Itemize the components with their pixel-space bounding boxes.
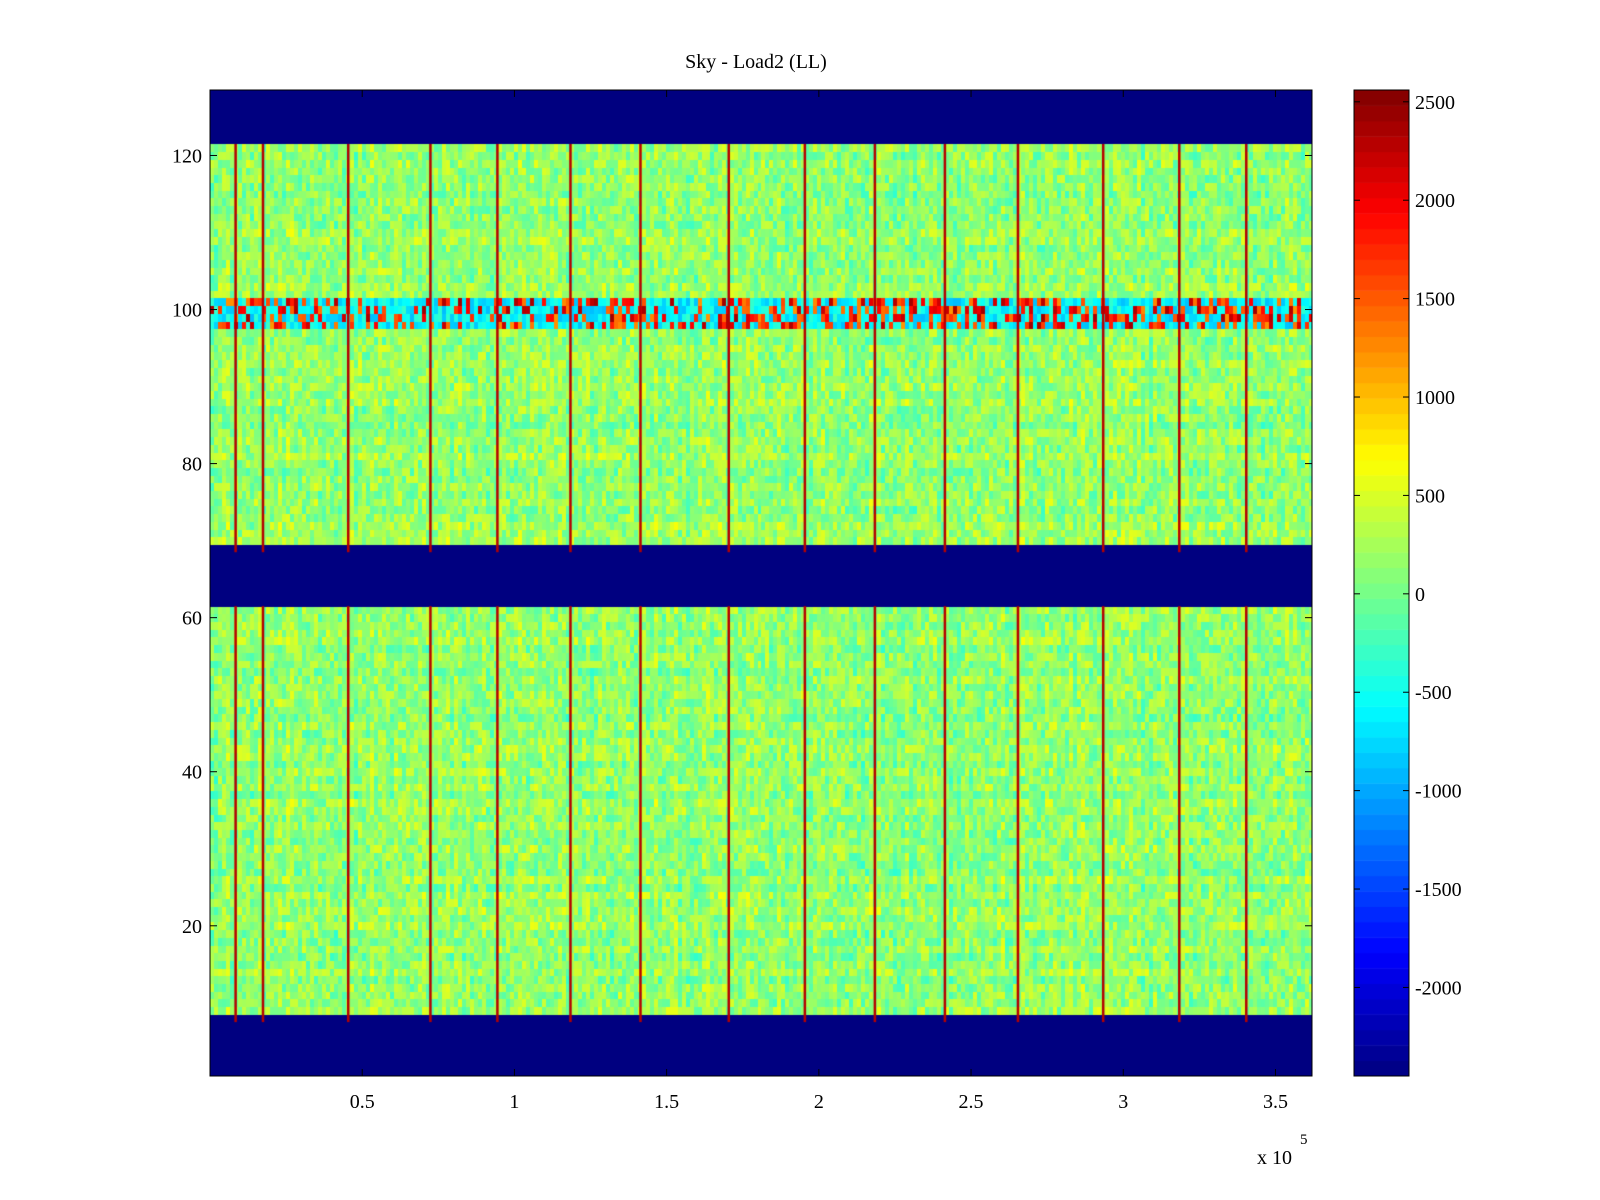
colorbar-tick-label: -1500 <box>1415 879 1462 901</box>
x-tick-label: 3 <box>1118 1091 1128 1113</box>
colorbar-tick-label: 1000 <box>1415 387 1455 409</box>
colorbar-ticks: 2500 2000 1500 1000 500 0 -500 -1000 -1500 -2000 <box>1354 92 1462 999</box>
x-tick-label: 1 <box>509 1091 519 1113</box>
y-tick-label: 20 <box>182 916 202 938</box>
y-tick-label: 40 <box>182 762 202 784</box>
x-tick-label: 2.5 <box>959 1091 984 1113</box>
colorbar-tick-label: -2000 <box>1415 977 1462 999</box>
x-tick-label: 2 <box>814 1091 824 1113</box>
x-axis-ticks: 0.5 1 1.5 2 2.5 3 3.5 <box>350 90 1288 1113</box>
y-tick-label: 100 <box>172 300 202 322</box>
colorbar-frame <box>1353 89 1410 1077</box>
colorbar-tick-label: 500 <box>1415 485 1445 507</box>
y-tick-label: 60 <box>182 608 202 630</box>
colorbar-tick-label: 2000 <box>1415 190 1455 212</box>
y-tick-label: 120 <box>172 145 202 167</box>
x-tick-label: 1.5 <box>654 1091 679 1113</box>
heatmap-image <box>210 90 1312 1076</box>
colorbar-tick-label: 0 <box>1415 584 1425 606</box>
y-tick-label: 80 <box>182 454 202 476</box>
colorbar-tick-label: -500 <box>1415 682 1452 704</box>
x-exponent-label: x 10 <box>1257 1147 1292 1169</box>
colorbar-tick-label: 1500 <box>1415 289 1455 311</box>
colorbar-gradient <box>1354 90 1409 1076</box>
y-axis-ticks: 20 40 60 80 100 120 <box>172 145 1312 938</box>
colorbar-tick-label: 2500 <box>1415 92 1455 114</box>
x-tick-label: 0.5 <box>350 1091 375 1113</box>
x-tick-label: 3.5 <box>1263 1091 1288 1113</box>
x-exponent-power: 5 <box>1300 1132 1308 1148</box>
colorbar-tick-label: -1000 <box>1415 781 1462 803</box>
chart-title: Sky - Load2 (LL) <box>685 51 827 73</box>
plot-frame <box>209 89 1313 1077</box>
